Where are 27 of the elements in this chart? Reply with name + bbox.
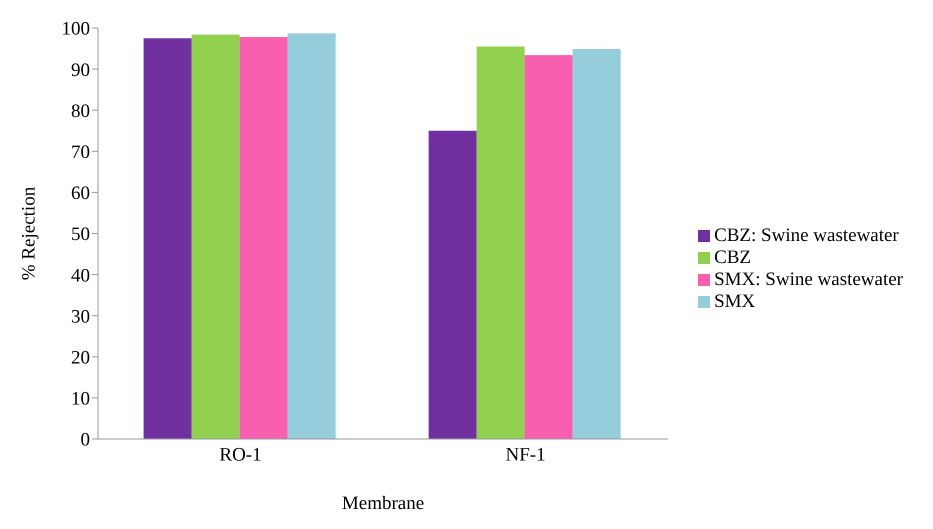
bar <box>524 55 573 439</box>
y-tick-label: 90 <box>71 60 90 81</box>
bar <box>144 38 192 439</box>
y-tick-label: 0 <box>80 430 90 451</box>
legend-label: CBZ <box>714 246 752 268</box>
legend-label: CBZ: Swine wastewater <box>714 224 899 246</box>
y-tick-label: 40 <box>71 265 90 286</box>
y-tick-label: 80 <box>71 100 90 122</box>
x-axis-title: Membrane <box>342 493 424 514</box>
y-tick-label: 50 <box>71 224 90 246</box>
legend-label: SMX: Swine wastewater <box>714 268 903 290</box>
bar <box>572 48 621 439</box>
x-tick-label: NF-1 <box>505 444 546 466</box>
bar <box>240 37 288 439</box>
y-tick-label: 20 <box>71 348 90 369</box>
y-tick-label: 100 <box>62 18 90 40</box>
y-tick-label: 70 <box>71 142 90 164</box>
bar <box>428 130 477 439</box>
x-tick-label: RO-1 <box>219 444 262 466</box>
y-axis-title: % Rejection <box>18 186 40 280</box>
bar <box>288 33 336 439</box>
bar <box>476 46 525 439</box>
bar <box>192 34 240 439</box>
y-tick-label: 30 <box>71 306 90 328</box>
y-tick-label: 60 <box>71 183 90 204</box>
y-tick-label: 10 <box>71 388 90 410</box>
legend-label: SMX <box>714 290 756 312</box>
